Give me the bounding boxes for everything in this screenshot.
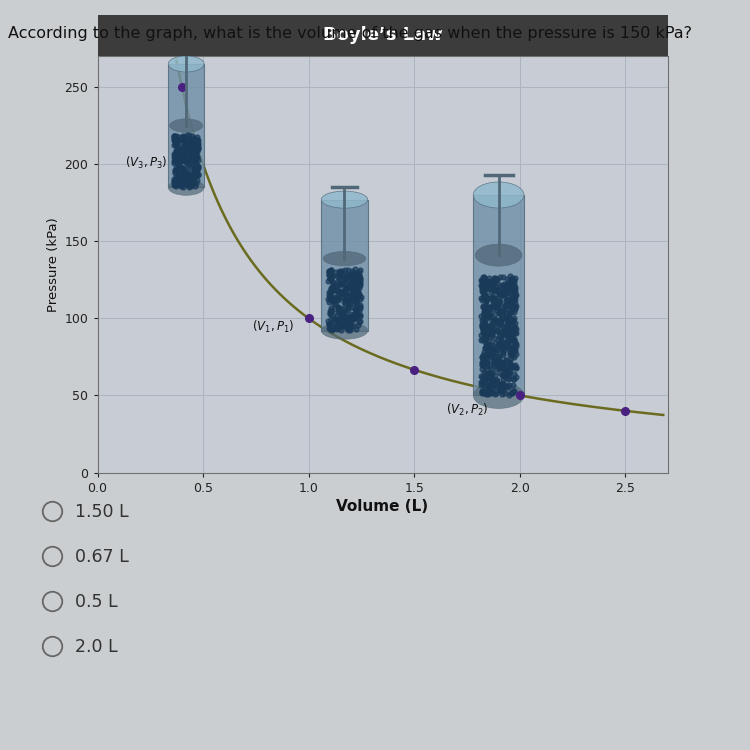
Ellipse shape: [473, 382, 524, 409]
Bar: [473, 195, 524, 395]
Ellipse shape: [473, 182, 524, 208]
Bar: [321, 200, 368, 331]
Text: $(V_1,P_1)$: $(V_1,P_1)$: [251, 319, 294, 334]
Ellipse shape: [170, 118, 202, 133]
Text: Boyle’s Law: Boyle’s Law: [322, 26, 442, 44]
Text: $(V_3,P_3)$: $(V_3,P_3)$: [125, 155, 167, 171]
Text: 0.5 L: 0.5 L: [75, 593, 118, 611]
Ellipse shape: [323, 251, 366, 266]
Ellipse shape: [476, 244, 522, 266]
Ellipse shape: [321, 322, 368, 339]
Text: 2.0 L: 2.0 L: [75, 638, 118, 656]
Ellipse shape: [168, 56, 204, 72]
X-axis label: Volume (L): Volume (L): [337, 499, 428, 514]
Ellipse shape: [321, 191, 368, 208]
Y-axis label: Pressure (kPa): Pressure (kPa): [47, 217, 61, 312]
Bar: [98, 15, 668, 56]
Ellipse shape: [168, 179, 204, 195]
Text: According to the graph, what is the volume of the gas when the pressure is 150 k: According to the graph, what is the volu…: [8, 26, 692, 41]
Bar: [168, 64, 204, 188]
Text: 0.67 L: 0.67 L: [75, 548, 129, 566]
Text: $(V_2,P_2)$: $(V_2,P_2)$: [446, 402, 488, 418]
Text: 1.50 L: 1.50 L: [75, 503, 129, 521]
